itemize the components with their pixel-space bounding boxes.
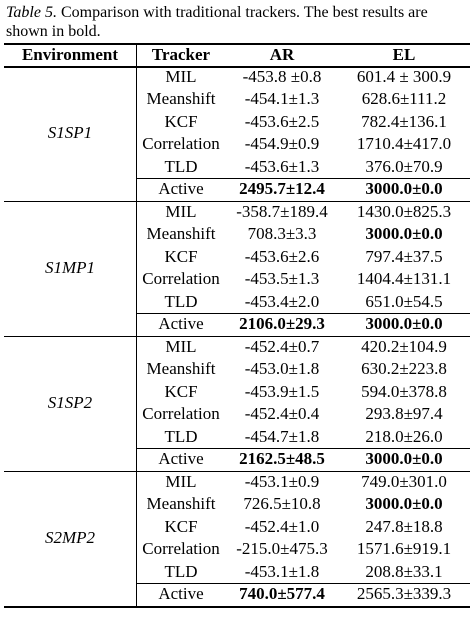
tracker-cell: TLD	[164, 291, 198, 311]
tracker-cell: Meanshift	[146, 224, 216, 244]
el-cell: 420.2±104.9	[361, 337, 447, 356]
environment-label: S1MP1	[44, 258, 96, 278]
column-header: Environment	[21, 45, 119, 64]
column-divider	[136, 471, 137, 606]
tracker-cell: Correlation	[142, 539, 220, 559]
ar-cell: -453.5±1.3	[244, 269, 320, 289]
ar-cell: -452.4±1.0	[244, 516, 320, 536]
el-cell: 630.2±223.8	[361, 359, 447, 379]
tracker-cell: Meanshift	[146, 359, 216, 379]
ar-cell: -453.0±1.8	[244, 359, 320, 379]
ar-cell: 2162.5±48.5	[239, 449, 325, 469]
el-cell: 293.8±97.4	[365, 404, 443, 424]
ar-cell: -454.1±1.3	[244, 89, 320, 109]
column-header: AR	[269, 45, 295, 64]
group-rule	[4, 470, 470, 472]
active-row-rule	[136, 583, 470, 585]
el-cell: 3000.0±0.0	[365, 494, 443, 514]
environment-label: S1SP1	[47, 123, 93, 143]
el-cell: 3000.0±0.0	[365, 449, 443, 469]
ar-cell: -453.1±0.9	[244, 472, 320, 491]
ar-cell: -453.9±1.5	[244, 381, 320, 401]
active-row-rule	[136, 448, 470, 450]
tracker-cell: Active	[158, 584, 204, 604]
tracker-cell: Active	[158, 179, 204, 199]
el-cell: 3000.0±0.0	[365, 224, 443, 244]
ar-cell: -453.4±2.0	[244, 291, 320, 311]
ar-cell: -215.0±475.3	[236, 539, 328, 559]
caption-label: Table 5.	[6, 4, 57, 21]
table-caption: Table 5. Comparison with traditional tra…	[6, 3, 468, 41]
tracker-cell: Correlation	[142, 269, 220, 289]
ar-cell: 740.0±577.4	[239, 584, 325, 604]
header-divider	[136, 44, 137, 66]
el-cell: 208.8±33.1	[365, 561, 443, 581]
tracker-cell: MIL	[165, 202, 197, 221]
ar-cell: -452.4±0.7	[244, 337, 320, 356]
ar-cell: 708.3±3.3	[247, 224, 317, 244]
caption-text: Comparison with traditional trackers. Th…	[6, 4, 428, 40]
el-cell: 3000.0±0.0	[365, 314, 443, 334]
tracker-cell: MIL	[165, 67, 197, 86]
ar-cell: -454.7±1.8	[244, 426, 320, 446]
el-cell: 594.0±378.8	[361, 381, 447, 401]
tracker-cell: Meanshift	[146, 89, 216, 109]
table-top-rule	[4, 43, 470, 45]
el-cell: 797.4±37.5	[365, 246, 443, 266]
tracker-cell: TLD	[164, 561, 198, 581]
column-header: EL	[392, 45, 416, 64]
column-divider	[136, 201, 137, 336]
ar-cell: -453.6±2.6	[244, 246, 320, 266]
tracker-cell: MIL	[165, 472, 197, 491]
tracker-cell: MIL	[165, 337, 197, 356]
tracker-cell: TLD	[164, 156, 198, 176]
el-cell: 628.6±111.2	[361, 89, 447, 109]
ar-cell: 2106.0±29.3	[239, 314, 325, 334]
tracker-cell: Correlation	[142, 134, 220, 154]
ar-cell: -453.6±2.5	[244, 111, 320, 131]
tracker-cell: Active	[158, 449, 204, 469]
el-cell: 376.0±70.9	[365, 156, 443, 176]
column-divider	[136, 66, 137, 201]
group-rule	[4, 605, 470, 608]
el-cell: 1404.4±131.1	[356, 269, 452, 289]
el-cell: 1430.0±825.3	[356, 202, 452, 221]
tracker-cell: TLD	[164, 426, 198, 446]
el-cell: 782.4±136.1	[361, 111, 447, 131]
el-cell: 1710.4±417.0	[356, 134, 452, 154]
el-cell: 247.8±18.8	[365, 516, 443, 536]
tracker-cell: KCF	[164, 111, 198, 131]
tracker-cell: KCF	[164, 516, 198, 536]
tracker-cell: KCF	[164, 246, 198, 266]
el-cell: 601.4 ± 300.9	[356, 67, 452, 86]
el-cell: 749.0±301.0	[361, 472, 447, 491]
ar-cell: -453.8 ±0.8	[242, 67, 322, 86]
el-cell: 3000.0±0.0	[365, 179, 443, 199]
header-rule	[4, 66, 470, 68]
ar-cell: -454.9±0.9	[244, 134, 320, 154]
active-row-rule	[136, 178, 470, 180]
active-row-rule	[136, 313, 470, 315]
ar-cell: -453.6±1.3	[244, 156, 320, 176]
environment-label: S1SP2	[47, 393, 93, 413]
ar-cell: -452.4±0.4	[244, 404, 320, 424]
ar-cell: -358.7±189.4	[236, 202, 328, 221]
el-cell: 2565.3±339.3	[356, 584, 452, 604]
group-rule	[4, 335, 470, 337]
tracker-cell: KCF	[164, 381, 198, 401]
column-header: Tracker	[151, 45, 211, 64]
ar-cell: 726.5±10.8	[243, 494, 321, 514]
group-rule	[4, 200, 470, 202]
ar-cell: -453.1±1.8	[244, 561, 320, 581]
el-cell: 218.0±26.0	[365, 426, 443, 446]
environment-label: S2MP2	[44, 528, 96, 548]
el-cell: 651.0±54.5	[365, 291, 443, 311]
ar-cell: 2495.7±12.4	[239, 179, 325, 199]
el-cell: 1571.6±919.1	[356, 539, 452, 559]
tracker-cell: Correlation	[142, 404, 220, 424]
tracker-cell: Active	[158, 314, 204, 334]
tracker-cell: Meanshift	[146, 494, 216, 514]
column-divider	[136, 336, 137, 471]
